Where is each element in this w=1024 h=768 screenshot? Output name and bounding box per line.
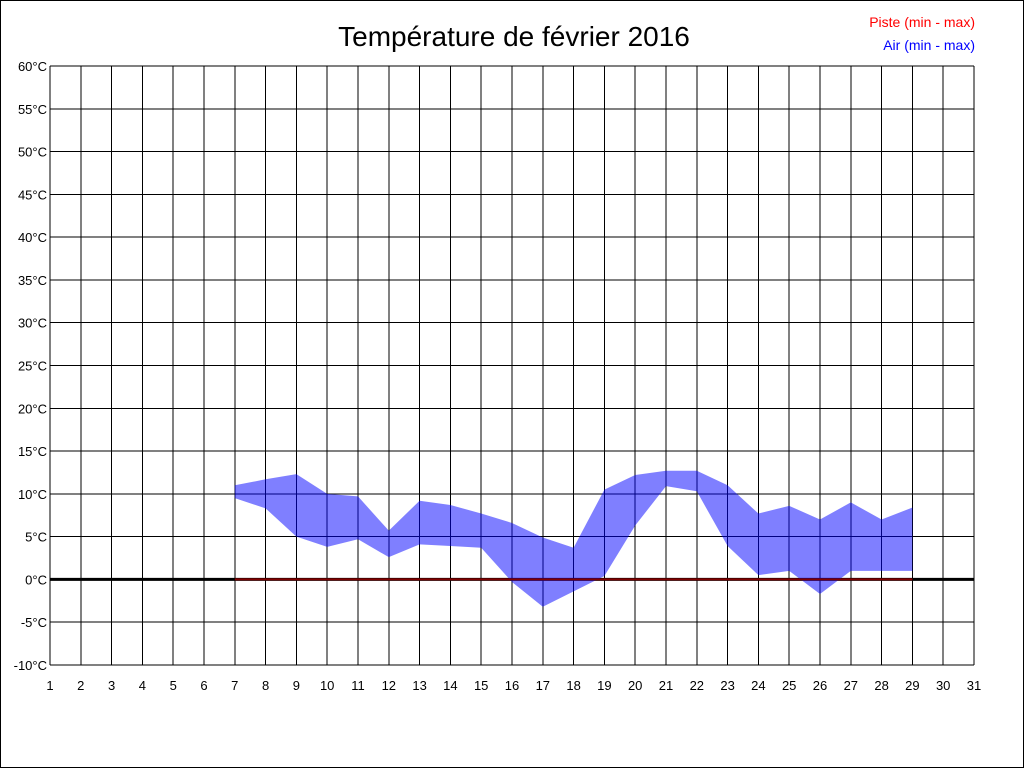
- x-tick-label: 2: [77, 678, 84, 693]
- y-tick-label: 5°C: [25, 530, 47, 545]
- y-tick-label: 45°C: [18, 187, 47, 202]
- legend-piste: Piste (min - max): [869, 14, 975, 30]
- y-tick-label: 50°C: [18, 145, 47, 160]
- x-tick-label: 5: [170, 678, 177, 693]
- x-tick-label: 14: [443, 678, 457, 693]
- x-tick-label: 18: [566, 678, 580, 693]
- x-tick-label: 17: [536, 678, 550, 693]
- x-tick-label: 13: [412, 678, 426, 693]
- y-tick-label: 60°C: [18, 59, 47, 74]
- chart-title: Température de février 2016: [338, 21, 690, 52]
- x-tick-label: 4: [139, 678, 146, 693]
- y-tick-label: 10°C: [18, 487, 47, 502]
- x-tick-label: 1: [46, 678, 53, 693]
- y-tick-label: 15°C: [18, 444, 47, 459]
- x-tick-label: 30: [936, 678, 950, 693]
- x-tick-label: 3: [108, 678, 115, 693]
- x-tick-label: 11: [351, 678, 365, 693]
- y-tick-label: 0°C: [25, 572, 47, 587]
- x-tick-label: 10: [320, 678, 334, 693]
- x-tick-label: 22: [690, 678, 704, 693]
- x-tick-label: 9: [293, 678, 300, 693]
- x-tick-label: 27: [844, 678, 858, 693]
- y-tick-label: -5°C: [21, 615, 47, 630]
- y-tick-label: 35°C: [18, 273, 47, 288]
- x-tick-label: 12: [382, 678, 396, 693]
- y-tick-label: 20°C: [18, 401, 47, 416]
- x-tick-label: 25: [782, 678, 796, 693]
- x-tick-label: 20: [628, 678, 642, 693]
- x-tick-label: 31: [967, 678, 981, 693]
- x-tick-label: 21: [659, 678, 673, 693]
- legend-air: Air (min - max): [883, 37, 975, 53]
- x-tick-label: 16: [505, 678, 519, 693]
- y-tick-label: 25°C: [18, 359, 47, 374]
- x-tick-label: 23: [720, 678, 734, 693]
- y-tick-label: 40°C: [18, 230, 47, 245]
- air-band: [234, 470, 913, 607]
- x-tick-label: 15: [474, 678, 488, 693]
- x-tick-label: 24: [751, 678, 765, 693]
- y-tick-label: 30°C: [18, 316, 47, 331]
- y-tick-label: 55°C: [18, 102, 47, 117]
- x-tick-label: 29: [905, 678, 919, 693]
- x-tick-label: 28: [874, 678, 888, 693]
- x-tick-label: 7: [231, 678, 238, 693]
- x-tick-label: 19: [597, 678, 611, 693]
- x-tick-label: 6: [200, 678, 207, 693]
- x-tick-label: 26: [813, 678, 827, 693]
- y-tick-label: -10°C: [14, 658, 47, 673]
- x-tick-label: 8: [262, 678, 269, 693]
